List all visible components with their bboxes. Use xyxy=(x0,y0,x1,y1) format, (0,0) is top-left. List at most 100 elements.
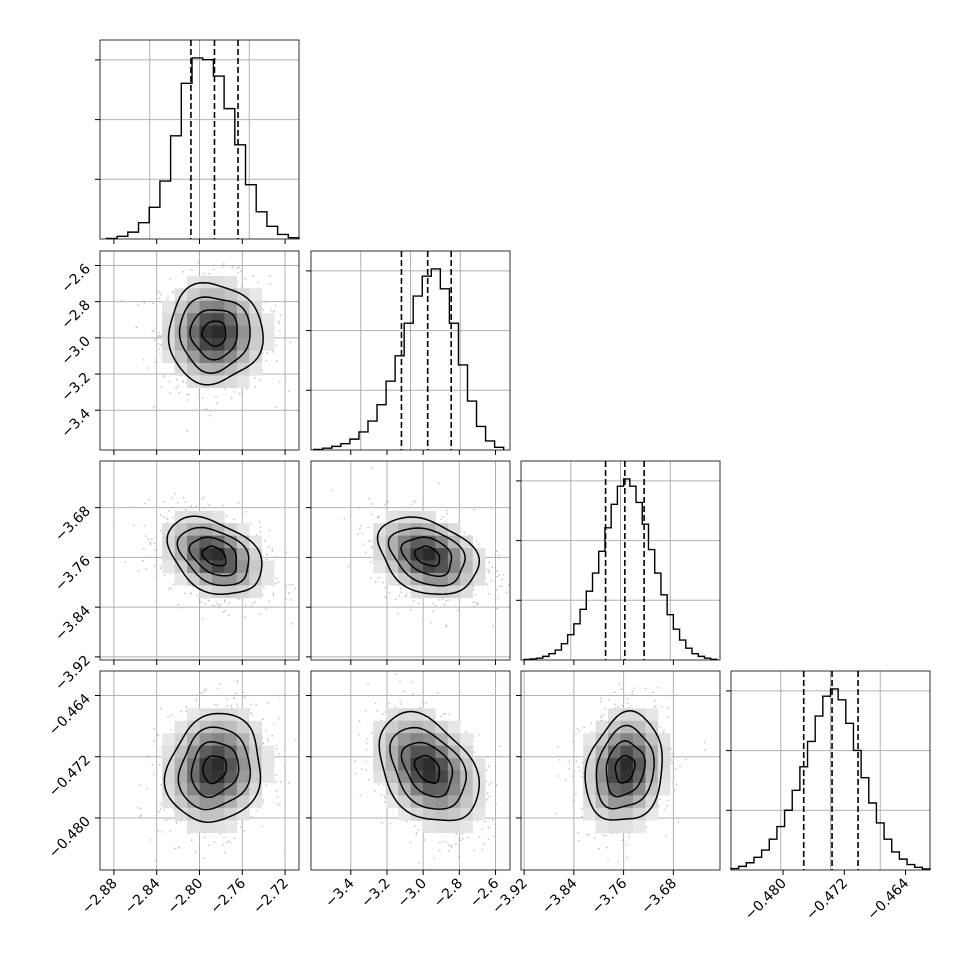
density-cell xyxy=(410,758,424,771)
density-cell xyxy=(373,535,386,549)
density-cell xyxy=(595,733,609,746)
x-tick-label: −3.68 xyxy=(639,876,681,918)
density-cell xyxy=(162,795,175,809)
density-cell xyxy=(249,770,262,784)
x-tick-label: −0.480 xyxy=(742,876,790,924)
density-cell xyxy=(261,572,275,586)
density-cell xyxy=(211,770,225,784)
density-cell xyxy=(236,782,250,796)
density-cell xyxy=(187,288,200,302)
density-cell xyxy=(422,782,436,796)
density-cell xyxy=(174,572,188,586)
x-tick-label: −3.84 xyxy=(539,875,581,917)
density-cell xyxy=(187,350,200,364)
density-cell xyxy=(373,560,386,574)
density-cell xyxy=(199,560,213,574)
density-cell xyxy=(174,325,188,339)
density-cell xyxy=(422,708,436,722)
density-cell xyxy=(410,770,424,784)
density-cell xyxy=(435,807,449,821)
density-cell xyxy=(608,708,621,722)
density-cell xyxy=(236,708,250,722)
density-cell xyxy=(236,523,250,536)
density-cell xyxy=(472,807,486,821)
x-tick-label: −3.0 xyxy=(395,876,430,911)
density-cell xyxy=(211,338,225,351)
density-cell xyxy=(657,745,671,759)
density-cell xyxy=(174,745,188,759)
x-tick-label: −2.72 xyxy=(250,876,292,918)
density-cell xyxy=(410,782,424,796)
panel-frame xyxy=(310,250,511,451)
density-cell xyxy=(187,770,200,784)
density-cell xyxy=(385,572,399,586)
density-cell xyxy=(211,745,225,759)
density-cell xyxy=(447,795,461,809)
panel-frame xyxy=(730,670,931,871)
density-cell xyxy=(608,782,621,796)
density-cell xyxy=(199,510,213,524)
density-cell xyxy=(460,585,473,599)
density-cell xyxy=(385,535,399,549)
density-cell xyxy=(398,548,411,561)
histogram-panel-3 xyxy=(516,460,721,661)
density-cell xyxy=(410,548,424,561)
density-cell xyxy=(199,535,213,549)
density-cell xyxy=(174,535,188,549)
density-cell xyxy=(187,362,200,376)
density-cell xyxy=(472,795,486,809)
density-cell xyxy=(447,782,461,796)
histogram-panel-1 xyxy=(95,39,300,240)
density-cell xyxy=(261,325,275,339)
density-cell xyxy=(211,807,225,821)
density-cell xyxy=(422,733,436,746)
contour-level-3 xyxy=(176,526,250,587)
density-cell xyxy=(435,548,449,561)
density-cell xyxy=(224,300,238,314)
y-tick-label: −3.76 xyxy=(52,553,94,595)
histogram-panel-4 xyxy=(726,670,931,871)
density-cell xyxy=(224,733,238,746)
density-panel-3-2 xyxy=(310,460,511,661)
density-cell xyxy=(174,300,188,314)
contour-level-1 xyxy=(201,320,227,347)
density-cell xyxy=(398,560,411,574)
histogram-step-line xyxy=(313,268,505,451)
density-cell xyxy=(460,795,473,809)
density-cell xyxy=(657,782,671,796)
density-cell xyxy=(236,560,250,574)
density-cell xyxy=(447,585,461,599)
density-cell xyxy=(199,288,213,302)
density-cell xyxy=(211,300,225,314)
density-cell xyxy=(261,313,275,326)
contour-level-2 xyxy=(188,536,238,577)
density-cell xyxy=(632,733,646,746)
density-cell xyxy=(224,758,238,771)
density-panel-4-3 xyxy=(520,670,721,871)
density-cell xyxy=(410,560,424,574)
y-tick-label: −0.464 xyxy=(46,691,94,739)
density-cell xyxy=(211,325,225,339)
density-cell xyxy=(236,720,250,734)
y-tick-label: −3.84 xyxy=(52,603,94,645)
density-cell xyxy=(162,733,175,746)
contour-level-1 xyxy=(614,754,636,784)
density-cell xyxy=(187,795,200,809)
contour-level-2 xyxy=(190,740,240,799)
contour-level-2 xyxy=(189,309,238,361)
histogram-panel-2 xyxy=(306,250,511,451)
density-cell xyxy=(620,807,634,821)
contour-level-1 xyxy=(413,545,441,567)
density-cell xyxy=(211,510,225,524)
density-cell xyxy=(261,770,275,784)
density-cell xyxy=(249,350,262,364)
density-cell xyxy=(632,720,646,734)
contour-level-4 xyxy=(167,281,264,386)
density-cell xyxy=(595,720,609,734)
density-cell xyxy=(199,708,213,722)
density-cell xyxy=(435,560,449,574)
density-cell xyxy=(373,548,386,561)
contour-level-3 xyxy=(178,296,251,375)
x-tick-label: −3.76 xyxy=(589,875,631,917)
